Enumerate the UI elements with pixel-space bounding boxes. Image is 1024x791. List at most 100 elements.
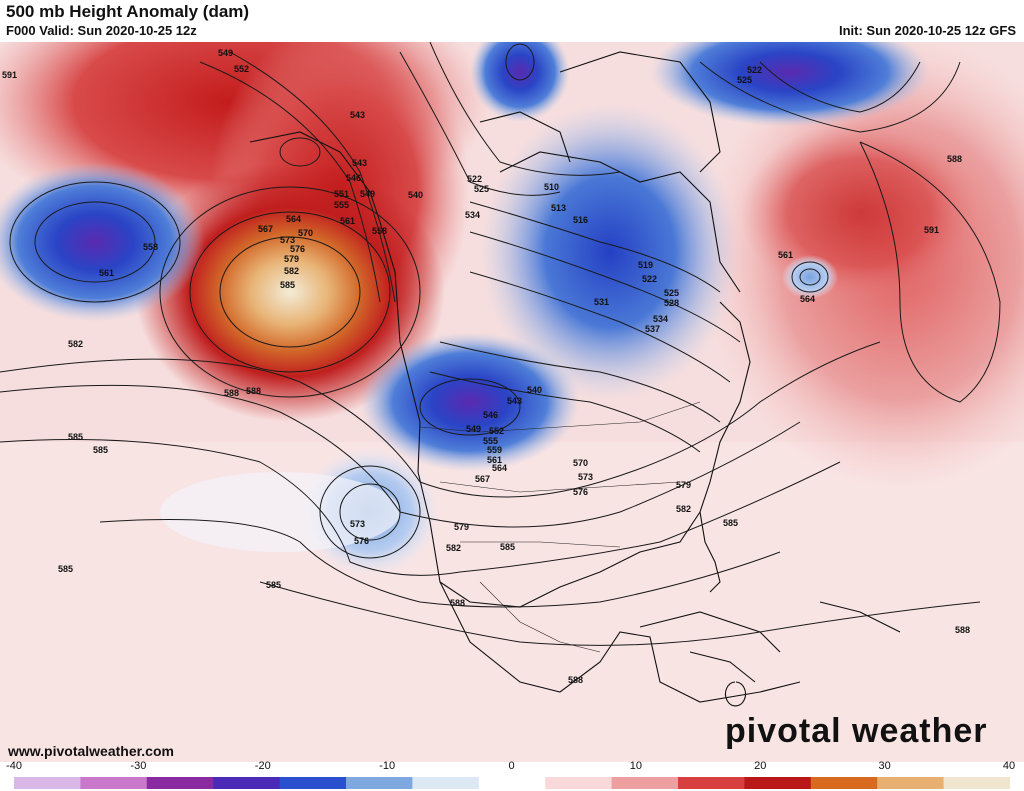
map-title: 500 mb Height Anomaly (dam)	[6, 2, 250, 21]
contour-label: 585	[266, 580, 281, 590]
contour-label: 551	[334, 189, 349, 199]
contour-label: 567	[258, 224, 273, 234]
contour-label: 543	[507, 396, 522, 406]
contour-label: 591	[924, 225, 939, 235]
coastlines	[249, 51, 901, 707]
contour-label: 573	[280, 235, 295, 245]
contour-label: 555	[483, 436, 498, 446]
contour-label: 561	[778, 250, 793, 260]
contour-label: 525	[737, 75, 752, 85]
northeast-pacific-ridge	[135, 162, 445, 422]
contour-label: 561	[99, 268, 114, 278]
contour-label: 537	[645, 324, 660, 334]
atlantic-cutoff-low	[782, 255, 838, 299]
contour-label: 513	[551, 203, 566, 213]
contour-label: 588	[568, 675, 583, 685]
colorbar-tick-label: 40	[1002, 760, 1016, 772]
atlantic-ridge-core	[740, 122, 980, 302]
contour-label: 540	[408, 190, 423, 200]
contour-label: 588	[947, 154, 962, 164]
pivotal-weather-logo: pivotal weather	[725, 712, 988, 750]
contour-label: 564	[286, 214, 301, 224]
contour-label: 564	[800, 294, 815, 304]
contour-label: 588	[955, 625, 970, 635]
colorbar-swatch	[611, 777, 679, 789]
contour-label: 525	[474, 184, 489, 194]
contour-label: 531	[594, 297, 609, 307]
contour-label: 561	[487, 455, 502, 465]
contour-label: 549	[218, 48, 233, 58]
contour-label: 543	[350, 110, 365, 120]
contour-label: 552	[489, 426, 504, 436]
contour-label: 579	[454, 522, 469, 532]
contour-label: 585	[280, 280, 295, 290]
contour-label: 525	[664, 288, 679, 298]
colorbar-swatch	[810, 777, 878, 789]
contour-label: 585	[68, 432, 83, 442]
contour-label: 585	[93, 445, 108, 455]
political-borders	[419, 401, 701, 653]
colorbar-swatch	[14, 777, 81, 789]
contour-label: 546	[346, 173, 361, 183]
contour-label: 546	[483, 410, 498, 420]
contour-label: 528	[664, 298, 679, 308]
contour-label: 522	[642, 274, 657, 284]
contour-label: 519	[638, 260, 653, 270]
colorbar-tick-label: 20	[754, 760, 767, 772]
contour-label: 585	[723, 518, 738, 528]
contour-label: 573	[350, 519, 365, 529]
contour-label: 555	[334, 200, 349, 210]
contour-label: 570	[573, 458, 588, 468]
contour-labels: 549 552 543 543 546 549 551 555 558 561 …	[2, 48, 970, 685]
colorbar-swatch	[279, 777, 347, 789]
southern-field	[0, 442, 1024, 762]
colorbar-swatch	[744, 777, 812, 789]
header: 500 mb Height Anomaly (dam) F000 Valid: …	[0, 0, 1024, 42]
colorbar-swatch	[346, 777, 413, 789]
contour-label: 549	[466, 424, 481, 434]
colorbar-swatch	[80, 777, 148, 789]
greenland-trough	[650, 42, 930, 127]
contour-label: 552	[234, 64, 249, 74]
contour-label: 579	[284, 254, 299, 264]
contour-label: 576	[290, 244, 305, 254]
colorbar-swatch	[412, 777, 480, 789]
colorbar-swatch	[478, 777, 546, 789]
contour-label: 570	[298, 228, 313, 238]
contour-label: 558	[372, 226, 387, 236]
contour-label: 561	[340, 216, 355, 226]
colorbar-swatch	[146, 777, 214, 789]
height-contours	[0, 42, 1001, 646]
colorbar-tick-label: -40	[6, 760, 22, 772]
canada-trough	[480, 102, 740, 402]
contour-label: 510	[544, 182, 559, 192]
contour-label: 558	[143, 242, 158, 252]
pacific-neutral-band	[160, 472, 400, 552]
contour-label: 543	[352, 158, 367, 168]
colorbar-swatch	[213, 777, 281, 789]
valid-time: F000 Valid: Sun 2020-10-25 12z	[6, 23, 197, 38]
contour-label: 516	[573, 215, 588, 225]
colorbar-tick-label: 30	[878, 760, 891, 772]
contour-label: 582	[676, 504, 691, 514]
contour-label: 576	[354, 536, 369, 546]
colorbar-tick-label: -30	[130, 760, 147, 772]
contour-label: 585	[500, 542, 515, 552]
contour-label: 579	[676, 480, 691, 490]
init-time: Init: Sun 2020-10-25 12z GFS	[838, 23, 1016, 38]
contour-label: 564	[492, 463, 507, 473]
colorbar-tick-label: 0	[508, 760, 515, 772]
contour-label: 573	[578, 472, 593, 482]
contour-label: 522	[747, 65, 762, 75]
arctic-low	[470, 42, 570, 122]
contour-label: 588	[246, 386, 261, 396]
colorbar-tick-label: -10	[379, 760, 396, 772]
contour-label: 534	[653, 314, 668, 324]
colorbar-tick-label: 10	[629, 760, 642, 772]
contour-label: 582	[284, 266, 299, 276]
colorbar-swatch	[545, 777, 613, 789]
contour-label: 591	[2, 70, 17, 80]
colorbar-swatch	[943, 777, 1010, 789]
map-canvas: 549 552 543 543 546 549 551 555 558 561 …	[0, 42, 1024, 762]
contour-label: 582	[68, 339, 83, 349]
